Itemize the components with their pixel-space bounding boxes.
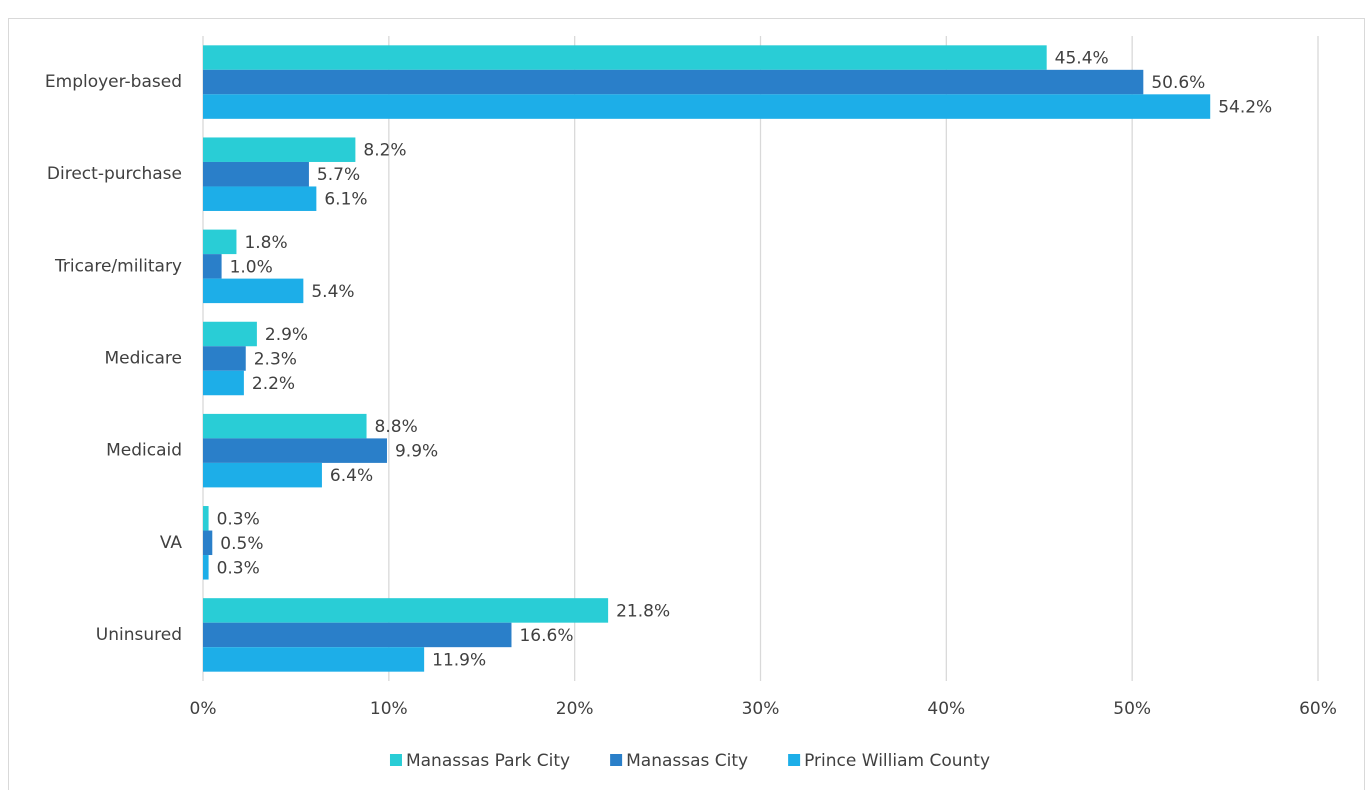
bar — [203, 254, 222, 279]
y-tick-label: VA — [160, 533, 183, 553]
bar — [203, 506, 209, 531]
y-tick-label: Medicare — [105, 349, 182, 369]
data-label: 5.7% — [317, 165, 360, 185]
legend-label: Prince William County — [804, 751, 990, 771]
y-tick-label: Medicaid — [106, 441, 182, 461]
data-label: 2.3% — [254, 350, 297, 370]
bar — [203, 598, 609, 623]
y-tick-label: Tricare/military — [54, 256, 182, 276]
data-label: 11.9% — [432, 650, 486, 670]
legend-swatch — [788, 754, 801, 766]
legend-label: Manassas Park City — [406, 751, 570, 771]
bar — [203, 278, 304, 304]
data-label: 9.9% — [395, 442, 438, 462]
bar — [203, 413, 367, 439]
data-label: 0.3% — [217, 509, 260, 529]
data-label: 6.4% — [330, 466, 373, 486]
legend-swatch — [389, 754, 402, 766]
bar — [203, 229, 237, 255]
bar — [203, 45, 1047, 70]
bar — [203, 321, 257, 347]
data-label: 0.5% — [220, 534, 263, 554]
x-tick-label: 10% — [370, 699, 408, 719]
y-tick-label: Direct-purchase — [47, 164, 182, 184]
bar — [203, 137, 356, 162]
data-label: 16.6% — [519, 626, 573, 646]
bar — [203, 94, 1211, 119]
data-label: 8.8% — [375, 417, 418, 437]
x-tick-label: 40% — [927, 699, 965, 719]
data-label: 1.0% — [230, 257, 273, 277]
legend-swatch — [610, 754, 623, 766]
bar — [203, 530, 213, 556]
data-label: 8.2% — [363, 141, 406, 161]
data-label: 1.8% — [244, 233, 287, 253]
chart-frame — [8, 18, 1365, 790]
bar — [203, 370, 244, 396]
data-label: 2.9% — [265, 325, 308, 345]
legend-label: Manassas City — [626, 751, 748, 771]
x-tick-label: 60% — [1299, 699, 1337, 719]
data-label: 50.6% — [1151, 73, 1205, 93]
bar — [203, 161, 309, 187]
data-label: 5.4% — [311, 282, 354, 302]
x-tick-label: 20% — [556, 699, 594, 719]
bar — [203, 438, 387, 463]
x-tick-label: 50% — [1113, 699, 1151, 719]
bar — [203, 346, 246, 371]
bar — [203, 462, 322, 488]
data-label: 0.3% — [217, 558, 260, 578]
y-tick-label: Employer-based — [45, 72, 182, 92]
bar — [203, 622, 512, 648]
x-tick-label: 0% — [190, 699, 217, 719]
data-label: 6.1% — [324, 190, 367, 210]
bar — [203, 555, 209, 580]
data-label: 2.2% — [252, 374, 295, 394]
x-tick-label: 30% — [742, 699, 780, 719]
data-label: 45.4% — [1055, 49, 1109, 69]
data-label: 21.8% — [616, 601, 670, 621]
y-tick-label: Uninsured — [96, 625, 182, 645]
bar — [203, 647, 425, 672]
bar — [203, 186, 317, 211]
bar — [203, 69, 1144, 95]
data-label: 54.2% — [1218, 98, 1272, 118]
